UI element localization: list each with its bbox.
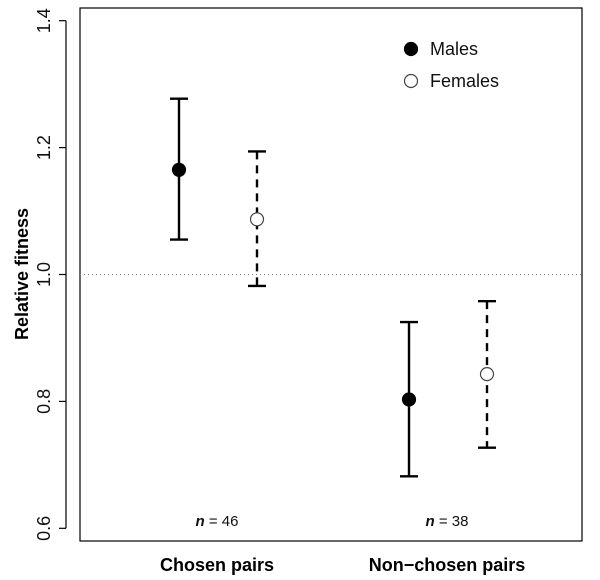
legend: Males Females	[403, 39, 499, 91]
sample-size-label: n = 38	[426, 513, 469, 530]
data-marks	[170, 97, 496, 478]
y-tick-label: 1.4	[34, 8, 54, 33]
y-tick-label: 0.8	[34, 389, 54, 414]
male-point	[401, 392, 417, 407]
female-point	[479, 367, 495, 382]
x-category-label: Non−chosen pairs	[369, 555, 526, 575]
y-axis: 0.6 0.8 1.0 1.2 1.4	[34, 8, 67, 541]
legend-female-marker	[403, 73, 419, 89]
legend-male-marker	[403, 41, 419, 57]
sample-size-value: = 38	[435, 513, 469, 530]
y-tick-label: 1.0	[34, 262, 54, 287]
plot-frame	[79, 7, 583, 542]
sample-size-value: = 46	[205, 513, 239, 530]
sample-size-labels: n = 46 n = 38	[196, 513, 469, 530]
male-point	[171, 162, 187, 177]
y-axis-title: Relative fitness	[12, 208, 32, 340]
sample-size-label: n = 46	[196, 513, 239, 530]
sample-size-symbol: n	[426, 513, 435, 530]
y-tick-label: 1.2	[34, 135, 54, 160]
legend-label: Females	[430, 71, 499, 91]
female-point	[249, 212, 265, 227]
legend-label: Males	[430, 39, 478, 59]
x-axis-labels: Chosen pairs Non−chosen pairs	[160, 555, 525, 575]
x-category-label: Chosen pairs	[160, 555, 274, 575]
sample-size-symbol: n	[196, 513, 205, 530]
y-tick-label: 0.6	[34, 516, 54, 541]
